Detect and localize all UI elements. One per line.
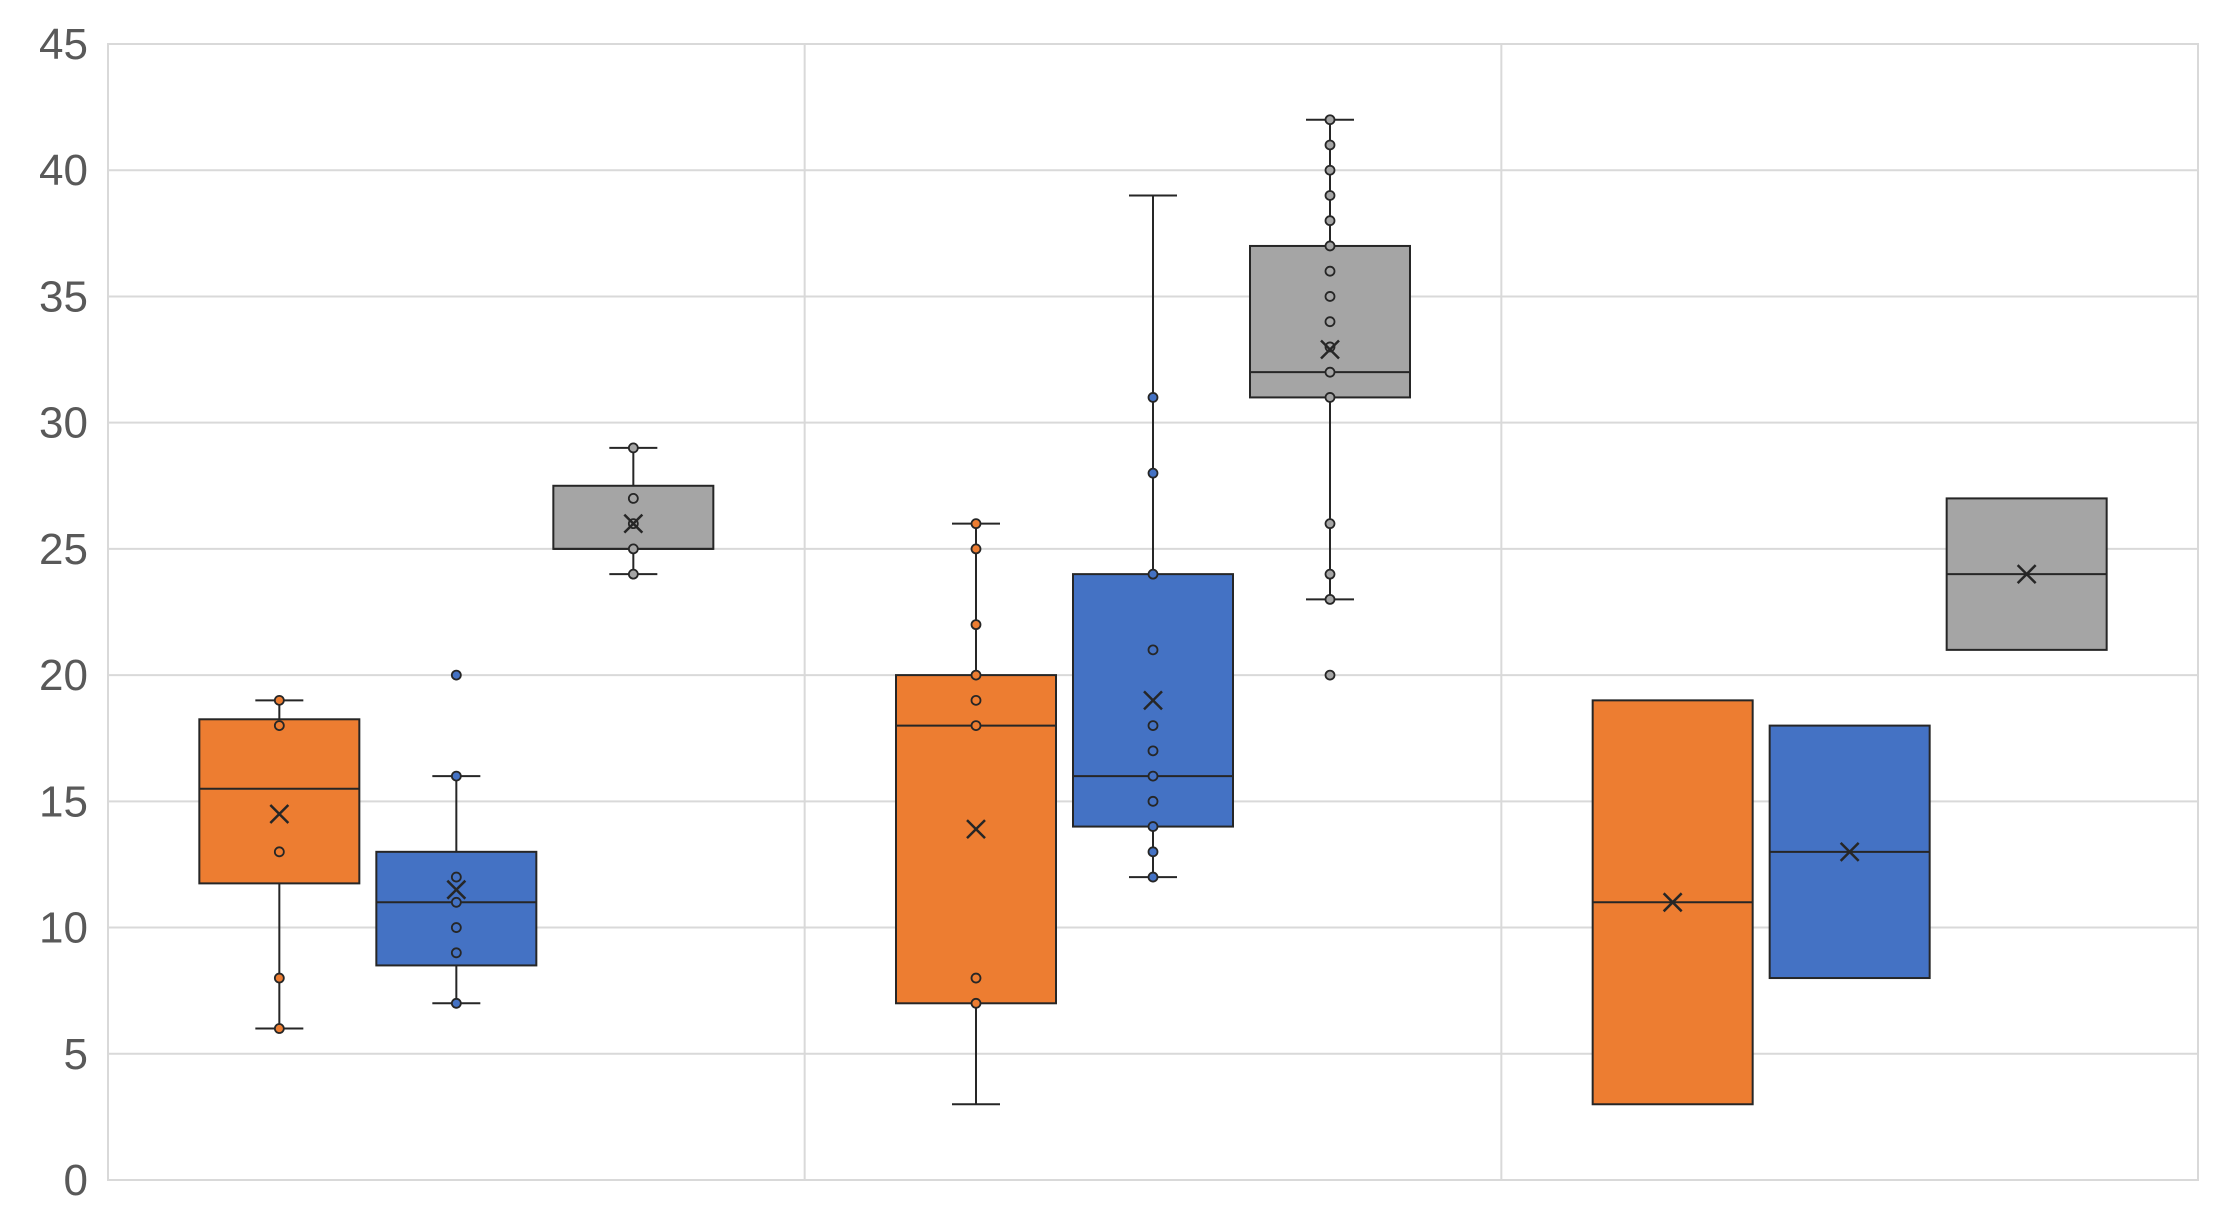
data-point xyxy=(970,720,982,731)
y-tick-label: 0 xyxy=(64,1156,88,1205)
data-point xyxy=(273,846,285,858)
y-tick-label: 10 xyxy=(39,904,88,953)
data-point xyxy=(1324,240,1336,252)
data-point xyxy=(1324,114,1336,126)
data-point xyxy=(1324,190,1336,201)
data-point xyxy=(450,896,462,908)
data-point xyxy=(970,669,982,681)
data-point xyxy=(450,770,462,782)
data-point xyxy=(1324,139,1336,151)
y-tick-label: 45 xyxy=(39,20,88,69)
y-tick-label: 20 xyxy=(39,651,88,700)
data-point xyxy=(273,972,285,984)
data-point xyxy=(970,518,982,530)
y-axis: 0 5 10 15 20 25 30 35 40 45 xyxy=(39,20,88,1205)
data-point xyxy=(1147,795,1159,807)
mean-marker xyxy=(1839,841,1860,862)
box-orange-series-1 xyxy=(198,718,361,885)
data-point xyxy=(273,1023,285,1034)
data-point xyxy=(450,997,462,1009)
data-point xyxy=(627,442,639,454)
data-point xyxy=(1147,568,1159,580)
data-point xyxy=(1324,215,1336,227)
box-blue-series-1 xyxy=(375,850,538,967)
data-point xyxy=(1324,593,1336,605)
data-point xyxy=(1324,316,1336,328)
mean-marker xyxy=(269,804,290,824)
mean-marker xyxy=(966,819,986,839)
data-point xyxy=(1147,821,1159,832)
mean-marker xyxy=(623,513,644,534)
data-point xyxy=(1324,669,1336,681)
box-series-layer xyxy=(198,118,2108,1106)
y-tick-label: 40 xyxy=(39,146,88,195)
mean-marker xyxy=(1143,690,1163,711)
data-point xyxy=(970,543,982,555)
data-point xyxy=(1324,341,1336,353)
y-tick-label: 30 xyxy=(39,399,88,448)
data-point xyxy=(1147,770,1159,782)
data-point xyxy=(1324,392,1336,403)
plot-area-border xyxy=(107,43,2199,1181)
data-point xyxy=(450,947,462,959)
y-tick-label: 25 xyxy=(39,525,88,574)
data-point xyxy=(970,694,982,706)
data-point xyxy=(1324,164,1336,176)
data-point xyxy=(1147,392,1159,403)
data-point xyxy=(1324,568,1336,580)
data-point xyxy=(1324,366,1336,378)
mean-marker xyxy=(1320,339,1340,360)
y-tick-label: 35 xyxy=(39,272,88,321)
data-point xyxy=(1147,871,1159,883)
data-point xyxy=(273,694,285,706)
data-point xyxy=(627,492,639,504)
data-point xyxy=(450,922,462,933)
data-point xyxy=(450,871,462,883)
data-point xyxy=(1147,467,1159,479)
data-point xyxy=(970,997,982,1009)
mean-marker xyxy=(1662,892,1683,913)
data-point xyxy=(970,619,982,631)
data-point xyxy=(627,568,639,580)
data-point xyxy=(450,669,462,681)
data-point xyxy=(273,720,285,731)
mean-marker xyxy=(446,879,467,900)
data-point xyxy=(1147,720,1159,731)
data-point xyxy=(1324,265,1336,277)
mean-marker xyxy=(2016,564,2037,585)
data-point xyxy=(970,972,982,984)
data-point xyxy=(1147,644,1159,656)
data-point xyxy=(627,543,639,555)
y-tick-label: 5 xyxy=(64,1030,88,1079)
data-point xyxy=(1324,518,1336,530)
data-point xyxy=(1324,291,1336,302)
data-point xyxy=(1147,745,1159,757)
y-tick-label: 15 xyxy=(39,777,88,826)
data-points-layer xyxy=(269,114,2037,1034)
data-point xyxy=(1147,846,1159,858)
